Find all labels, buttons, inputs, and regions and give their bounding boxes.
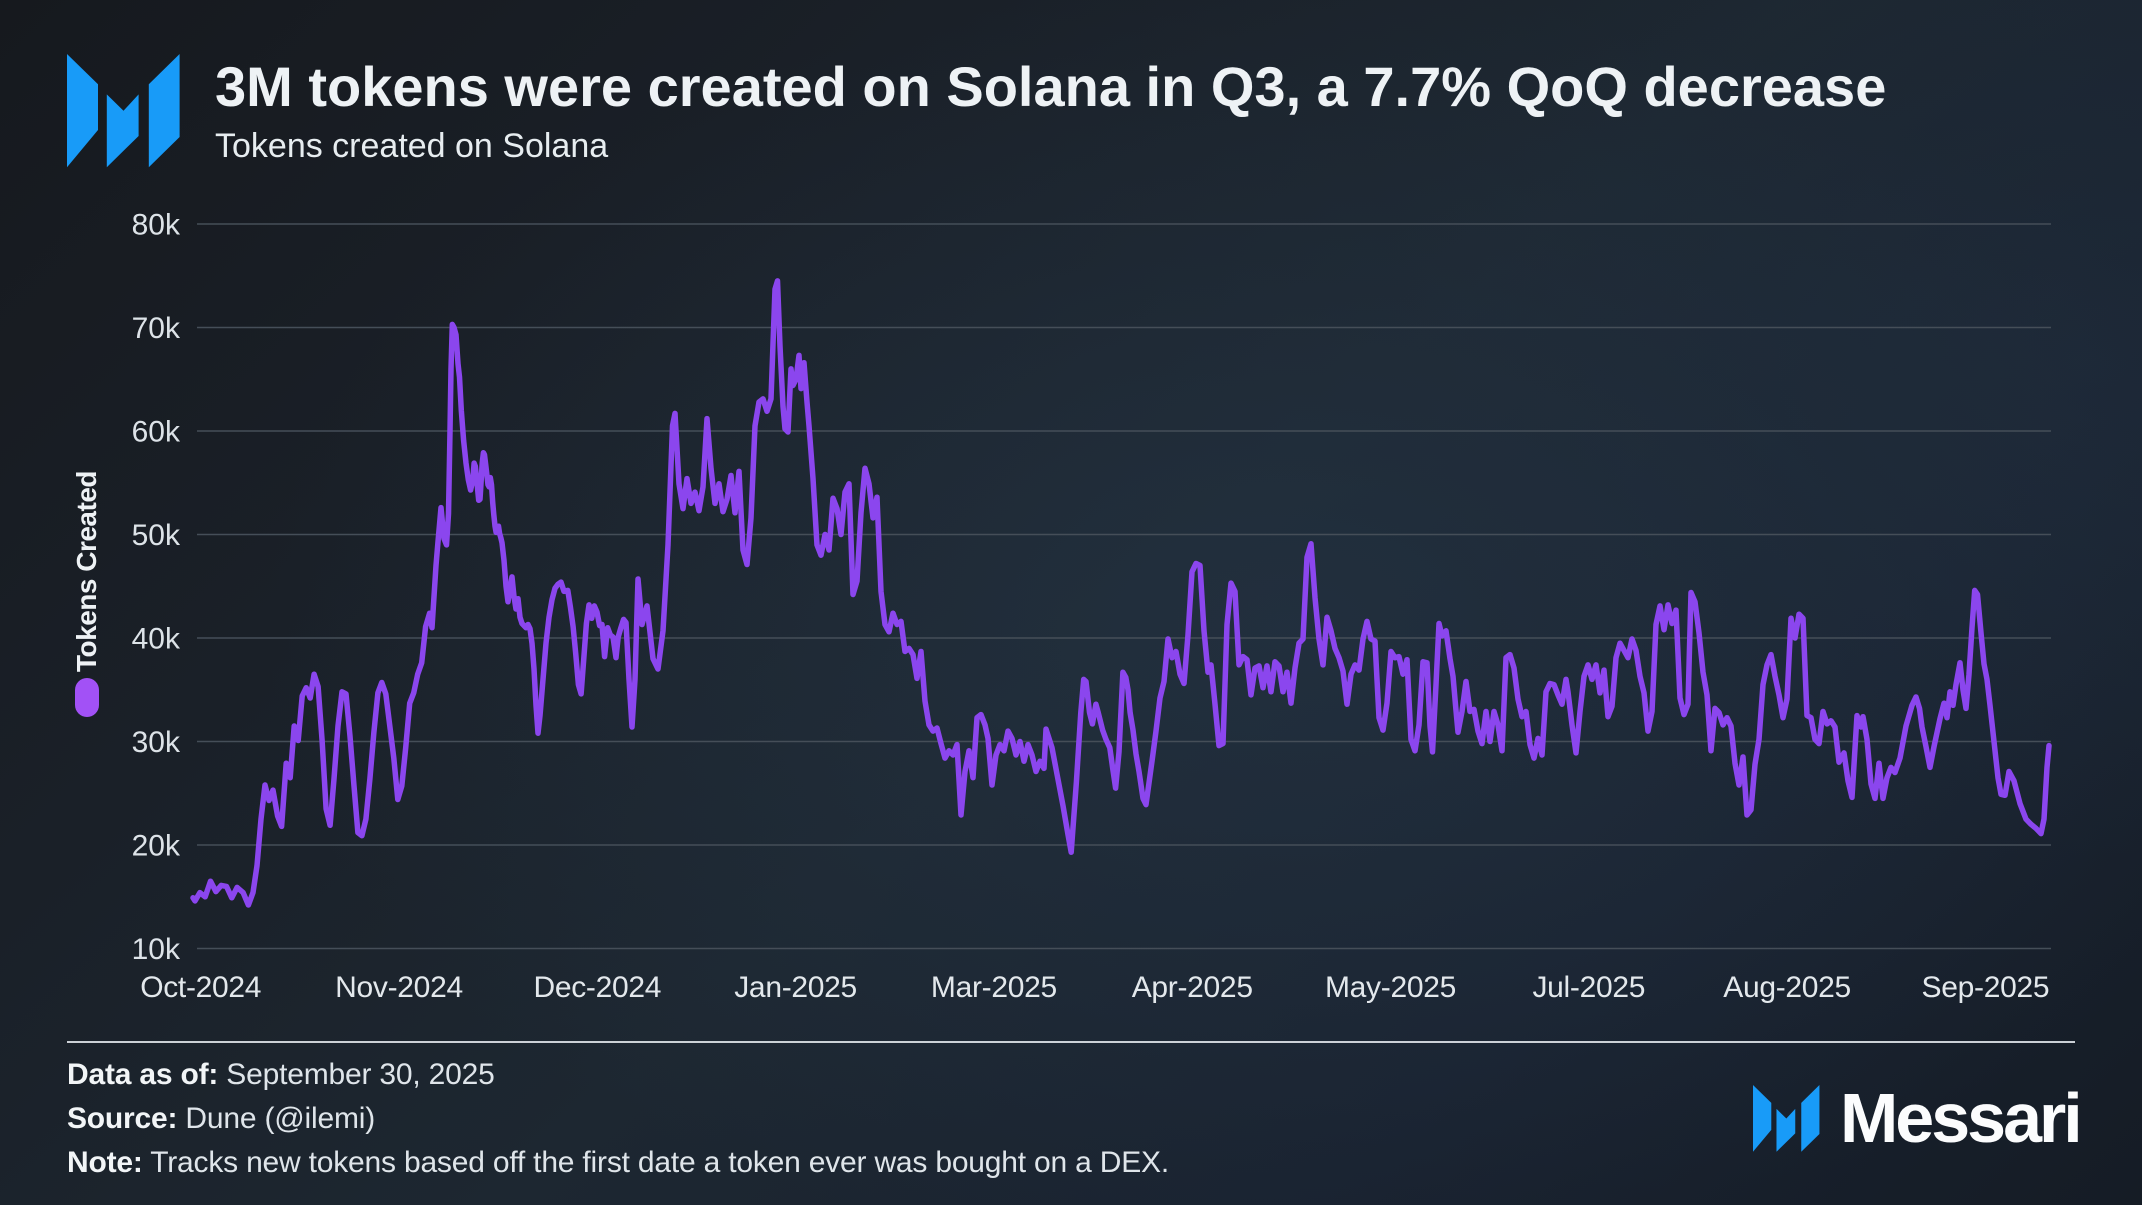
svg-text:10k: 10k — [132, 933, 181, 966]
svg-text:70k: 70k — [132, 312, 181, 345]
svg-text:Oct-2024: Oct-2024 — [140, 971, 261, 1004]
svg-text:Tokens Created: Tokens Created — [71, 471, 102, 672]
svg-text:60k: 60k — [132, 416, 181, 449]
svg-text:20k: 20k — [132, 830, 181, 863]
svg-text:Aug-2025: Aug-2025 — [1723, 971, 1851, 1004]
svg-text:80k: 80k — [132, 209, 181, 242]
svg-text:May-2025: May-2025 — [1325, 971, 1456, 1004]
svg-text:Jul-2025: Jul-2025 — [1532, 971, 1645, 1004]
svg-text:Mar-2025: Mar-2025 — [931, 971, 1057, 1004]
svg-text:40k: 40k — [132, 623, 181, 656]
svg-text:30k: 30k — [132, 726, 181, 759]
svg-text:Apr-2025: Apr-2025 — [1132, 971, 1253, 1004]
svg-text:Jan-2025: Jan-2025 — [734, 971, 857, 1004]
svg-text:50k: 50k — [132, 519, 181, 552]
svg-text:Sep-2025: Sep-2025 — [1922, 971, 2050, 1004]
svg-text:Nov-2024: Nov-2024 — [335, 971, 463, 1004]
svg-text:Dec-2024: Dec-2024 — [533, 971, 661, 1004]
